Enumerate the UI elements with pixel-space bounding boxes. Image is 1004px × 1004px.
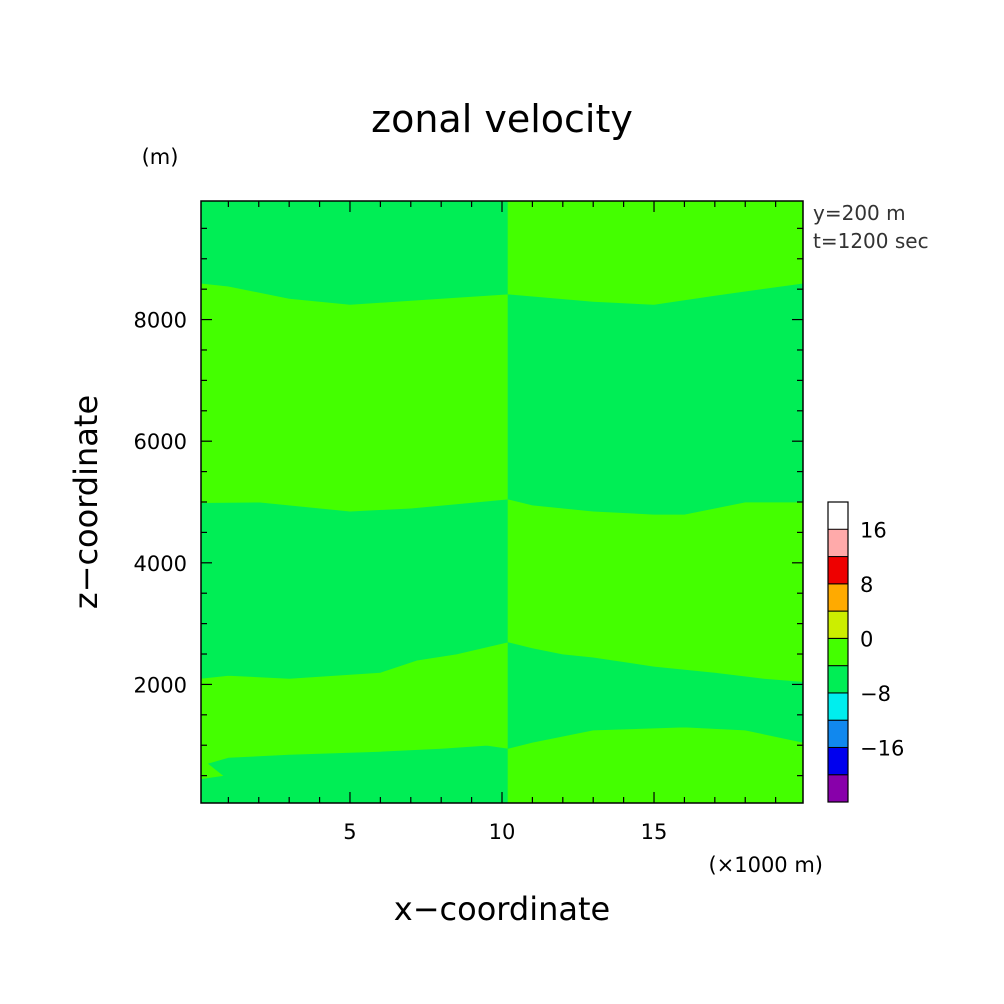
contour-region-upper-right-band xyxy=(507,282,804,515)
y-tick-label: 8000 xyxy=(134,309,187,333)
x-axis-ticks: 5 10 15 xyxy=(227,201,777,844)
colorbar-swatch xyxy=(827,692,849,721)
x-tick-label: 10 xyxy=(489,820,516,844)
x-tick-label: 15 xyxy=(641,820,668,844)
colorbar-swatch xyxy=(827,719,849,748)
annotation-t: t=1200 sec xyxy=(813,229,929,253)
y-tick-label: 6000 xyxy=(134,430,187,454)
colorbar-swatch xyxy=(827,665,849,694)
y-tick-label: 2000 xyxy=(134,673,187,697)
chart-title: zonal velocity xyxy=(371,97,633,141)
contour-region-top-right-band xyxy=(507,200,804,305)
colorbar-label: 16 xyxy=(860,518,887,542)
colorbar-label: −16 xyxy=(860,736,904,760)
x-unit-label: (×1000 m) xyxy=(708,853,823,877)
annotation-y: y=200 m xyxy=(813,201,906,225)
colorbar-swatch xyxy=(827,583,849,612)
y-axis-title: z−coordinate xyxy=(67,395,105,609)
colorbar-swatch xyxy=(827,528,849,558)
contour-region-upper-left-band xyxy=(200,282,509,512)
colorbar-swatch xyxy=(827,556,849,585)
y-axis-ticks: 2000 4000 6000 8000 xyxy=(134,227,803,777)
colorbar: −16 −8 0 8 16 xyxy=(827,501,904,803)
colorbar-swatch xyxy=(827,774,849,803)
contour-region-mid-left-band xyxy=(200,498,509,679)
colorbar-swatch xyxy=(827,637,849,667)
colorbar-label: 8 xyxy=(860,573,873,597)
colorbar-label: 0 xyxy=(860,627,873,651)
colorbar-border xyxy=(827,501,849,803)
colorbar-swatch xyxy=(827,610,849,639)
contour-region-top-left-band xyxy=(200,200,509,305)
colorbar-label: −8 xyxy=(860,682,891,706)
y-tick-label: 4000 xyxy=(134,552,187,576)
y-unit-label: (m) xyxy=(142,145,179,169)
x-axis-title: x−coordinate xyxy=(394,890,610,928)
colorbar-swatch xyxy=(827,746,849,776)
plot-regions xyxy=(200,200,804,804)
x-tick-label: 5 xyxy=(343,820,356,844)
